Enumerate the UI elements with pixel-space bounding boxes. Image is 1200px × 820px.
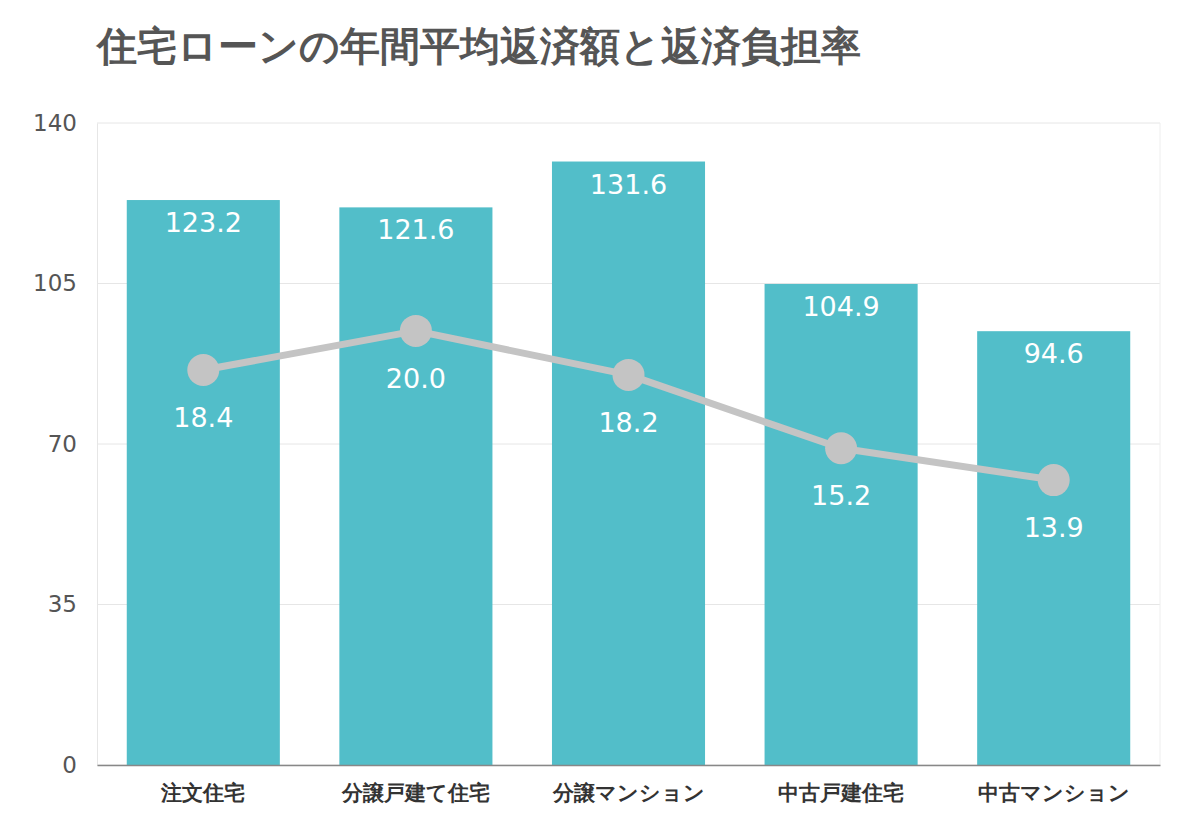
y-tick-label: 35: [48, 591, 77, 617]
line-marker: [613, 359, 645, 391]
line-label: 18.4: [173, 402, 233, 433]
x-tick: 注文住宅: [160, 765, 245, 805]
y-tick-label: 140: [33, 110, 77, 136]
line-label: 20.0: [386, 363, 446, 394]
y-tick-label: 105: [33, 270, 77, 296]
line: [203, 331, 1053, 480]
bar-label: 131.6: [590, 169, 667, 200]
grid-line: [97, 123, 1160, 124]
x-tick-label: 注文住宅: [160, 781, 245, 805]
x-tick-label: 分譲戸建て住宅: [341, 781, 490, 805]
line-marker: [400, 315, 432, 347]
line-marker: [187, 354, 219, 386]
bar: [127, 200, 280, 765]
y-tick: 0: [62, 752, 97, 778]
bar: [765, 284, 918, 765]
line-label: 13.9: [1024, 512, 1084, 543]
x-axis: 注文住宅 分譲戸建て住宅 分譲マンション 中古戸建住宅 中古マンション: [98, 765, 1161, 805]
x-tick-label: 中古戸建住宅: [778, 781, 904, 805]
x-tick: 中古戸建住宅: [778, 765, 904, 805]
bar: [552, 162, 705, 765]
x-tick-label: 分譲マンション: [552, 781, 705, 805]
plot-area: [127, 162, 1130, 765]
data-labels: 123.2 121.6 131.6 104.9 94.6 18.4 20.0 18.2 15.2…: [165, 169, 1084, 544]
bar: [977, 331, 1130, 765]
y-axis-line: [97, 124, 98, 766]
x-tick: 分譲マンション: [552, 765, 705, 805]
bar-label: 104.9: [802, 291, 879, 322]
grid: [97, 123, 1160, 765]
x-axis-line: [98, 765, 1161, 767]
chart: 住宅ローンの年間平均返済額と返済負担率 0 35 70 105 140 123.2 121.6…: [0, 0, 1200, 820]
y-tick: 35: [48, 591, 97, 617]
y-tick: 140: [33, 110, 97, 136]
bar: [339, 207, 492, 765]
y-tick-label: 70: [48, 431, 77, 457]
line-label: 15.2: [811, 480, 871, 511]
y-tick-label: 0: [62, 752, 77, 778]
y-tick: 105: [33, 270, 97, 296]
title: 住宅ローンの年間平均返済額と返済負担率: [95, 23, 861, 69]
bar-label: 123.2: [165, 207, 242, 238]
x-tick: 中古マンション: [978, 765, 1130, 805]
y2-axis-line: [1160, 123, 1161, 765]
x-tick-label: 中古マンション: [978, 781, 1130, 805]
line-label: 18.2: [598, 407, 658, 438]
y-axis: 0 35 70 105 140: [33, 110, 97, 778]
x-tick: 分譲戸建て住宅: [341, 765, 490, 805]
line-marker: [825, 432, 857, 464]
line-marker: [1038, 464, 1070, 496]
y-tick: 70: [48, 431, 97, 457]
bar-label: 121.6: [377, 214, 454, 245]
bar-label: 94.6: [1024, 338, 1084, 369]
